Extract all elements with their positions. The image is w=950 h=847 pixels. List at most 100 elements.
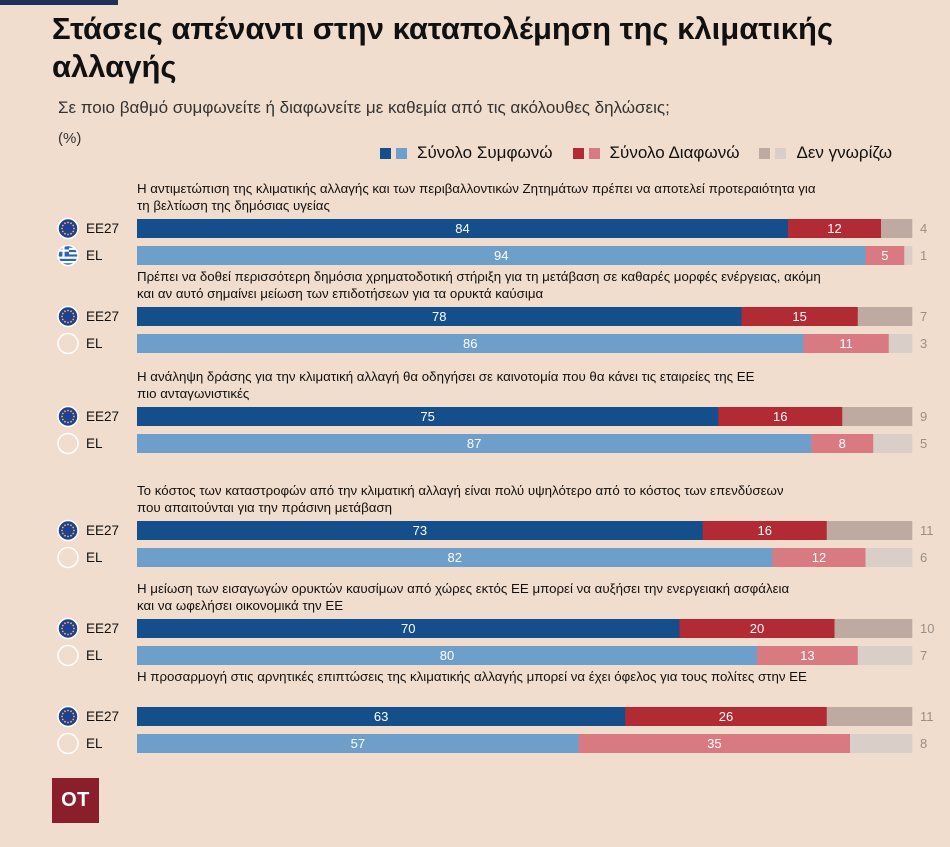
bar-disagree xyxy=(865,246,905,265)
eu-flag-icon-star xyxy=(64,420,66,423)
value-dont-know: 11 xyxy=(920,523,934,538)
bar-agree xyxy=(137,434,812,453)
brand-logo: OT xyxy=(52,778,99,823)
eu-flag-icon-star xyxy=(61,712,64,715)
unit-label: (%) xyxy=(58,130,82,147)
eu-flag-icon-star xyxy=(64,524,66,527)
value-dont-know: 7 xyxy=(920,648,927,663)
eu-flag-icon-star xyxy=(67,633,69,636)
value-dont-know: 1 xyxy=(920,248,927,263)
legend-swatch-agree-el xyxy=(396,147,407,159)
value-agree: 87 xyxy=(467,436,481,451)
page-title: Στάσεις απέναντι στην καταπολέμηση της κ… xyxy=(52,11,834,84)
value-agree: 82 xyxy=(448,550,462,565)
bar-disagree xyxy=(702,521,828,540)
row-label: EL xyxy=(86,736,103,751)
question-text: που απαιτούνται για την πράσινη μετάβαση xyxy=(137,500,392,515)
greek-flag-icon-stripe xyxy=(58,659,78,661)
bar-disagree xyxy=(578,734,851,753)
greek-flag-icon-stripe xyxy=(58,650,78,652)
bar-dont-know xyxy=(857,307,913,326)
value-dont-know: 6 xyxy=(920,550,927,565)
bar-dont-know xyxy=(857,646,913,665)
bar-disagree xyxy=(803,334,890,353)
subtitle: Σε ποιο βαθμό συμφωνείτε ή διαφωνείτε με… xyxy=(58,98,670,117)
bar-agree xyxy=(137,219,789,238)
value-dont-know: 10 xyxy=(920,621,934,636)
greek-flag-icon-stripe xyxy=(58,345,78,347)
eu-flag-icon-star xyxy=(70,622,72,625)
eu-flag-icon xyxy=(57,305,79,328)
bar-dont-know xyxy=(826,521,913,540)
eu-flag-icon-star xyxy=(70,222,72,225)
eu-flag-icon-star xyxy=(64,622,66,625)
eu-flag-icon-star xyxy=(61,526,64,529)
value-disagree: 16 xyxy=(758,523,772,538)
eu-flag-icon-star xyxy=(67,409,69,412)
eu-flag-icon-star xyxy=(61,224,64,227)
eu-flag-icon-star xyxy=(64,632,66,635)
eu-flag-icon-star xyxy=(67,523,69,526)
eu-flag-icon-star xyxy=(72,624,75,627)
eu-flag-icon-star xyxy=(70,524,72,527)
eu-flag-icon-star xyxy=(73,227,75,230)
greek-flag-icon-ring xyxy=(57,332,79,355)
eu-flag-icon-star xyxy=(61,532,64,535)
greek-flag-icon-stripe xyxy=(58,261,78,264)
row-label: ΕΕ27 xyxy=(86,309,119,324)
legend: Σύνολο Συμφωνώ Σύνολο Διαφωνώ Δεν γνωρίζ… xyxy=(380,143,892,163)
value-disagree: 26 xyxy=(719,709,733,724)
value-dont-know: 3 xyxy=(920,336,927,351)
greek-flag-icon-stripe xyxy=(58,742,78,744)
greek-flag-icon-stripe xyxy=(58,440,78,442)
greek-flag-icon-stripe xyxy=(58,442,78,444)
eu-flag-icon xyxy=(57,617,79,640)
eu-flag-icon-star xyxy=(64,534,66,537)
eu-flag-icon-star xyxy=(70,710,72,713)
eu-flag-icon-star xyxy=(67,321,69,324)
greek-flag-icon-stripe xyxy=(58,657,78,659)
row-label: ΕΕ27 xyxy=(86,621,119,636)
question-text: και να ωφελήσει οικονομικά την ΕΕ xyxy=(137,598,343,613)
value-agree: 84 xyxy=(455,221,469,236)
eu-flag-icon-star xyxy=(72,412,75,415)
greek-flag-icon-stripe xyxy=(58,738,78,740)
value-disagree: 11 xyxy=(839,336,853,351)
eu-flag-icon-star xyxy=(70,420,72,423)
greek-flag-icon-stripe xyxy=(58,652,78,654)
greek-flag-icon-stripe xyxy=(58,263,78,266)
greek-flag-icon-stripe xyxy=(58,258,78,262)
greek-flag-icon xyxy=(58,245,78,266)
value-disagree: 12 xyxy=(827,221,841,236)
bar-dont-know xyxy=(904,246,913,265)
eu-flag-icon-star xyxy=(72,532,75,535)
eu-flag-icon-star xyxy=(61,412,64,415)
greek-flag-icon-ring xyxy=(57,244,79,267)
value-disagree: 35 xyxy=(707,736,721,751)
legend-swatch-dk-el xyxy=(775,147,787,159)
eu-flag-icon-star xyxy=(72,230,75,233)
bar-disagree xyxy=(741,307,859,326)
bar-dont-know xyxy=(842,407,913,426)
value-disagree: 5 xyxy=(881,248,888,263)
eu-flag-icon-star xyxy=(70,632,72,635)
legend-swatch-disagree-eu xyxy=(572,147,584,159)
greek-flag-icon-stripe xyxy=(58,552,78,554)
eu-flag-icon-star xyxy=(64,310,66,313)
value-disagree: 13 xyxy=(800,648,814,663)
eu-flag-icon-star xyxy=(72,312,75,315)
eu-flag-icon-star xyxy=(61,227,63,230)
bar-disagree xyxy=(772,548,866,567)
value-agree: 78 xyxy=(432,309,446,324)
eu-flag-icon xyxy=(57,405,79,428)
eu-flag-icon-star xyxy=(72,718,75,721)
legend-item-dont-know: Δεν γνωρίζω xyxy=(759,143,892,163)
eu-flag-icon-star xyxy=(73,627,75,630)
legend-label-agree: Σύνολο Συμφωνώ xyxy=(417,143,553,162)
greek-flag-icon-stripe xyxy=(58,342,78,344)
bar-dont-know xyxy=(873,434,913,453)
value-dont-know: 11 xyxy=(920,709,934,724)
eu-flag-icon-star xyxy=(70,310,72,313)
value-dont-know: 8 xyxy=(920,736,927,751)
eu-flag-icon-star xyxy=(73,529,75,532)
